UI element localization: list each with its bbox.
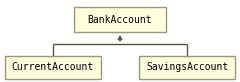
Text: SavingsAccount: SavingsAccount bbox=[146, 62, 228, 72]
Text: CurrentAccount: CurrentAccount bbox=[12, 62, 94, 72]
Bar bbox=[139, 56, 235, 79]
Bar bbox=[5, 56, 101, 79]
Text: BankAccount: BankAccount bbox=[88, 15, 152, 25]
Bar bbox=[74, 7, 166, 32]
